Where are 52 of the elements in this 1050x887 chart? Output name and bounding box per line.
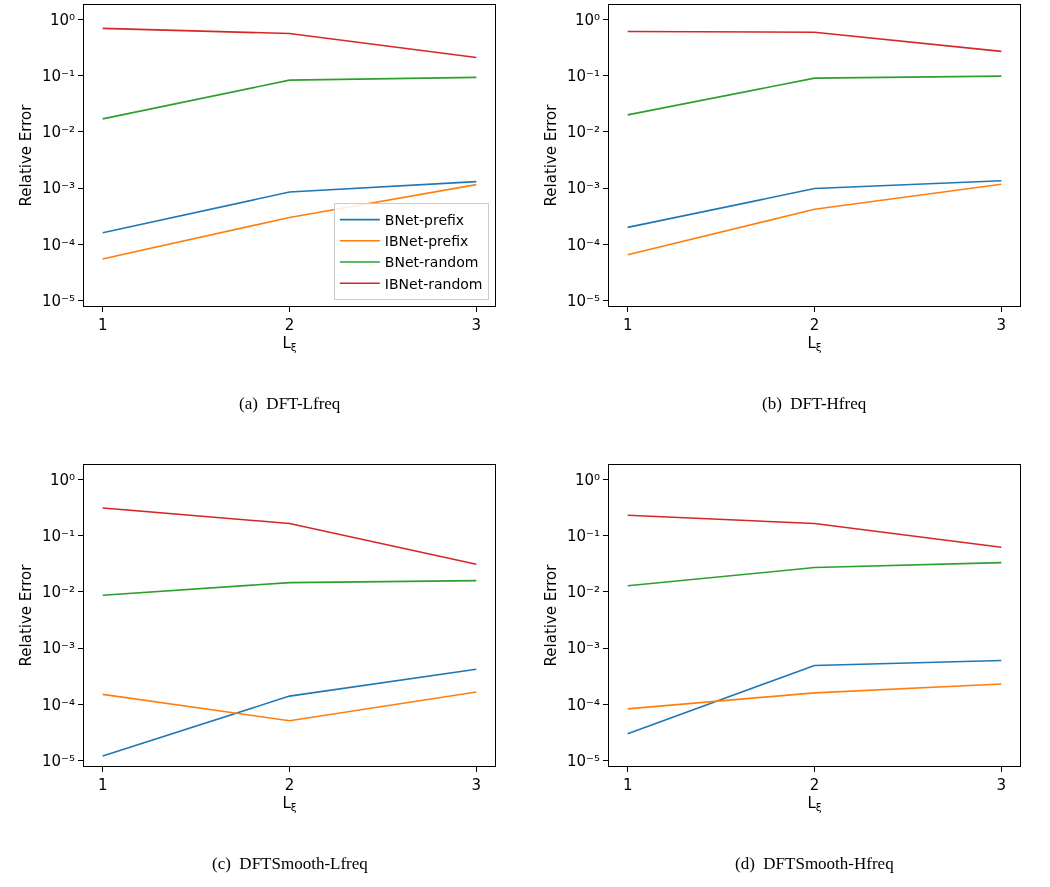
y-tick-label: 10⁻³ [41, 639, 75, 658]
y-tick-label: 10⁻² [566, 583, 600, 602]
legend-label: IBNet-prefix [384, 233, 469, 250]
x-tick-label: 3 [471, 776, 482, 794]
x-axis-title: L$_{ξ}$ [807, 334, 822, 354]
y-tick-label: 10⁰ [574, 470, 600, 489]
x-tick-label: 2 [284, 316, 295, 334]
x-tick-label: 3 [471, 316, 482, 334]
legend-label: IBNet-random [384, 275, 483, 292]
y-tick-label: 10⁻¹ [566, 526, 600, 545]
y-tick-label: 10⁻⁵ [41, 291, 75, 310]
y-tick-label: 10⁻⁴ [566, 235, 600, 254]
x-axis-title: L$_{ξ}$ [282, 794, 297, 814]
x-tick-label: 1 [97, 316, 108, 334]
x-axis-title: L$_{ξ}$ [282, 334, 297, 354]
y-tick-label: 10⁰ [49, 470, 75, 489]
x-tick-label: 2 [809, 316, 820, 334]
y-tick-label: 10⁻³ [566, 639, 600, 658]
x-tick-label: 1 [622, 776, 633, 794]
legend-label: BNet-random [384, 254, 479, 271]
x-tick-label: 3 [996, 316, 1007, 334]
legend-label: BNet-prefix [384, 212, 465, 229]
x-tick-label: 1 [622, 316, 633, 334]
x-tick-label: 3 [996, 776, 1007, 794]
x-tick-label: 2 [284, 776, 295, 794]
y-tick-label: 10⁻⁴ [41, 235, 75, 254]
text: (c) DFTSmooth-Lfreq [212, 854, 369, 873]
y-tick-label: 10⁻¹ [41, 526, 75, 545]
y-tick-label: 10⁻⁵ [566, 291, 600, 310]
x-tick-label: 2 [809, 776, 820, 794]
y-tick-label: 10⁰ [49, 10, 75, 29]
y-tick-label: 10⁻² [566, 123, 600, 142]
x-tick-label: 1 [97, 776, 108, 794]
y-axis-title: Relative Error [17, 103, 36, 207]
x-axis-title: L$_{ξ}$ [807, 794, 822, 814]
text: (d) DFTSmooth-Hfreq [735, 854, 895, 873]
y-tick-label: 10⁻⁵ [41, 751, 75, 770]
y-tick-label: 10⁻³ [566, 179, 600, 198]
y-tick-label: 10⁻² [41, 583, 75, 602]
y-axis-title: Relative Error [542, 103, 561, 207]
y-tick-label: 10⁻⁴ [566, 695, 600, 714]
y-tick-label: 10⁻⁴ [41, 695, 75, 714]
text: (b) DFT-Hfreq [762, 394, 867, 413]
y-tick-label: 10⁻¹ [566, 66, 600, 85]
y-axis-title: Relative Error [542, 563, 561, 667]
y-tick-label: 10⁻³ [41, 179, 75, 198]
y-tick-label: 10⁰ [574, 10, 600, 29]
y-tick-label: 10⁻¹ [41, 66, 75, 85]
y-tick-label: 10⁻² [41, 123, 75, 142]
y-tick-label: 10⁻⁵ [566, 751, 600, 770]
text: (a) DFT-Lfreq [239, 394, 341, 413]
y-axis-title: Relative Error [17, 563, 36, 667]
